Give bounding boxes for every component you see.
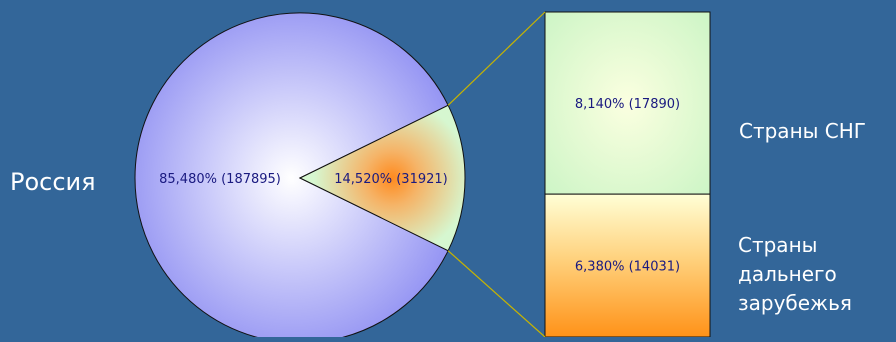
data-label-far-abroad: 6,380% (14031): [575, 260, 680, 275]
pie-slice-other: [298, 104, 466, 252]
bar-segment-cis: [544, 11, 711, 195]
data-label-other: 14,520% (31921): [334, 172, 447, 187]
category-label-far-abroad-line: зарубежья: [738, 291, 852, 315]
connector-line-bottom: [447, 250, 546, 338]
category-label-far-abroad-line: дальнего: [738, 262, 837, 286]
bar-segment-far-abroad: [544, 193, 711, 338]
data-label-russia: 85,480% (187895): [159, 172, 281, 187]
category-label-russia: Россия: [10, 168, 96, 196]
category-label-cis: Страны СНГ: [739, 119, 866, 143]
data-label-cis: 8,140% (17890): [575, 97, 680, 112]
connector-line-top: [447, 11, 546, 106]
category-label-far-abroad-line: Страны: [738, 233, 817, 257]
pie-slice-russia: [134, 12, 449, 342]
